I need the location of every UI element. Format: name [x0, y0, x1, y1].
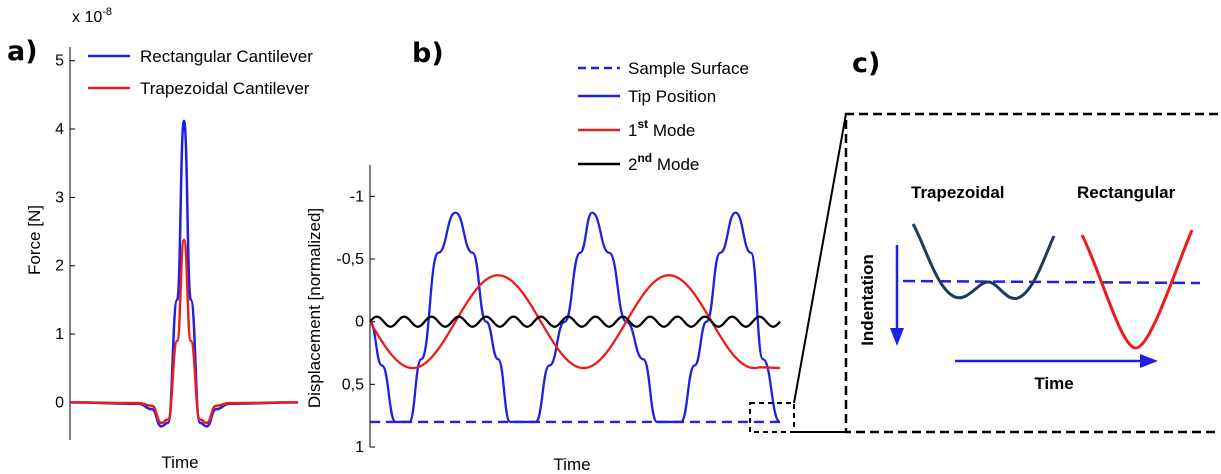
inset-time-arrowhead: [1140, 354, 1158, 368]
inset-sample-surface: [902, 279, 1201, 285]
legend-b-mode1-label: 1st Mode: [628, 117, 695, 140]
chart-a-ytick-label-0: 0: [55, 394, 64, 411]
legend-a-rect-label: Rectangular Cantilever: [140, 47, 313, 66]
legend-b-surface-label: Sample Surface: [628, 59, 749, 78]
chart-b-series-2nd-mode: [369, 315, 781, 328]
chart-a-x-label: Time: [161, 453, 198, 472]
chart-a-y-ticks: 0 1 2 3 4 5: [55, 53, 75, 411]
chart-a-y-label: Force [N]: [25, 205, 44, 275]
chart-b: -1 -0,5 0 0,5 1 Time Displacement [normalize…: [305, 59, 795, 474]
inset-c: Trapezoidal Rectangular Indentation Time: [793, 112, 1218, 434]
legend-a-trap-label: Trapezoidal Cantilever: [140, 79, 310, 98]
chart-b-y-label: Displacement [normalized]: [305, 208, 324, 408]
legend-b-mode2-label: 2nd Mode: [628, 151, 699, 174]
chart-b-ytick-label-2: 0: [355, 314, 364, 331]
chart-b-y-ticks: -1 -0,5 0 0,5 1: [336, 188, 375, 456]
zoom-region-box: [749, 402, 795, 433]
zoom-connector-top: [793, 113, 847, 404]
inset-frame: [844, 112, 1218, 434]
chart-a-ytick-label-3: 3: [55, 189, 64, 206]
chart-a-ytick-label-1: 1: [55, 326, 64, 343]
chart-b-ytick-label-0: -1: [350, 188, 364, 205]
chart-b-series-1st-mode: [369, 274, 781, 370]
chart-b-ytick-label-1: -0,5: [336, 251, 364, 268]
inset-label-trapezoidal: Trapezoidal: [911, 183, 1005, 202]
chart-b-lines: [368, 211, 782, 424]
chart-a-series-trapezoidal-cantilever: [69, 238, 299, 425]
inset-indentation-arrowhead: [890, 328, 904, 346]
panel-label-b: b): [412, 38, 444, 69]
inset-label-rectangular: Rectangular: [1077, 183, 1176, 202]
chart-a-ytick-label-2: 2: [55, 258, 64, 275]
chart-a-exponent-label: x 10-8: [72, 6, 112, 26]
chart-a-lines: [69, 119, 299, 428]
inset-indentation-label: Indentation: [858, 254, 877, 346]
chart-b-x-label: Time: [553, 455, 590, 474]
chart-b-ytick-label-3: 0,5: [342, 376, 364, 393]
chart-a-ytick-label-4: 4: [55, 121, 64, 138]
inset-rectangular-curve: [1080, 229, 1194, 350]
legend-b-tip-label: Tip Position: [628, 87, 716, 106]
chart-a-ytick-label-5: 5: [55, 53, 64, 70]
chart-a: 0 1 2 3 4 5 x 10-8 Time Force [N] Rectangular…: [25, 6, 313, 472]
inset-time-label: Time: [1034, 374, 1073, 393]
chart-b-series-tip-position: [368, 211, 782, 424]
panel-label-a: a): [7, 36, 38, 67]
chart-b-ytick-label-4: 1: [355, 439, 364, 456]
chart-a-series-rectangular-cantilever: [69, 119, 299, 428]
panel-label-c: c): [852, 48, 880, 79]
inset-trapezoidal-curve: [911, 223, 1056, 300]
